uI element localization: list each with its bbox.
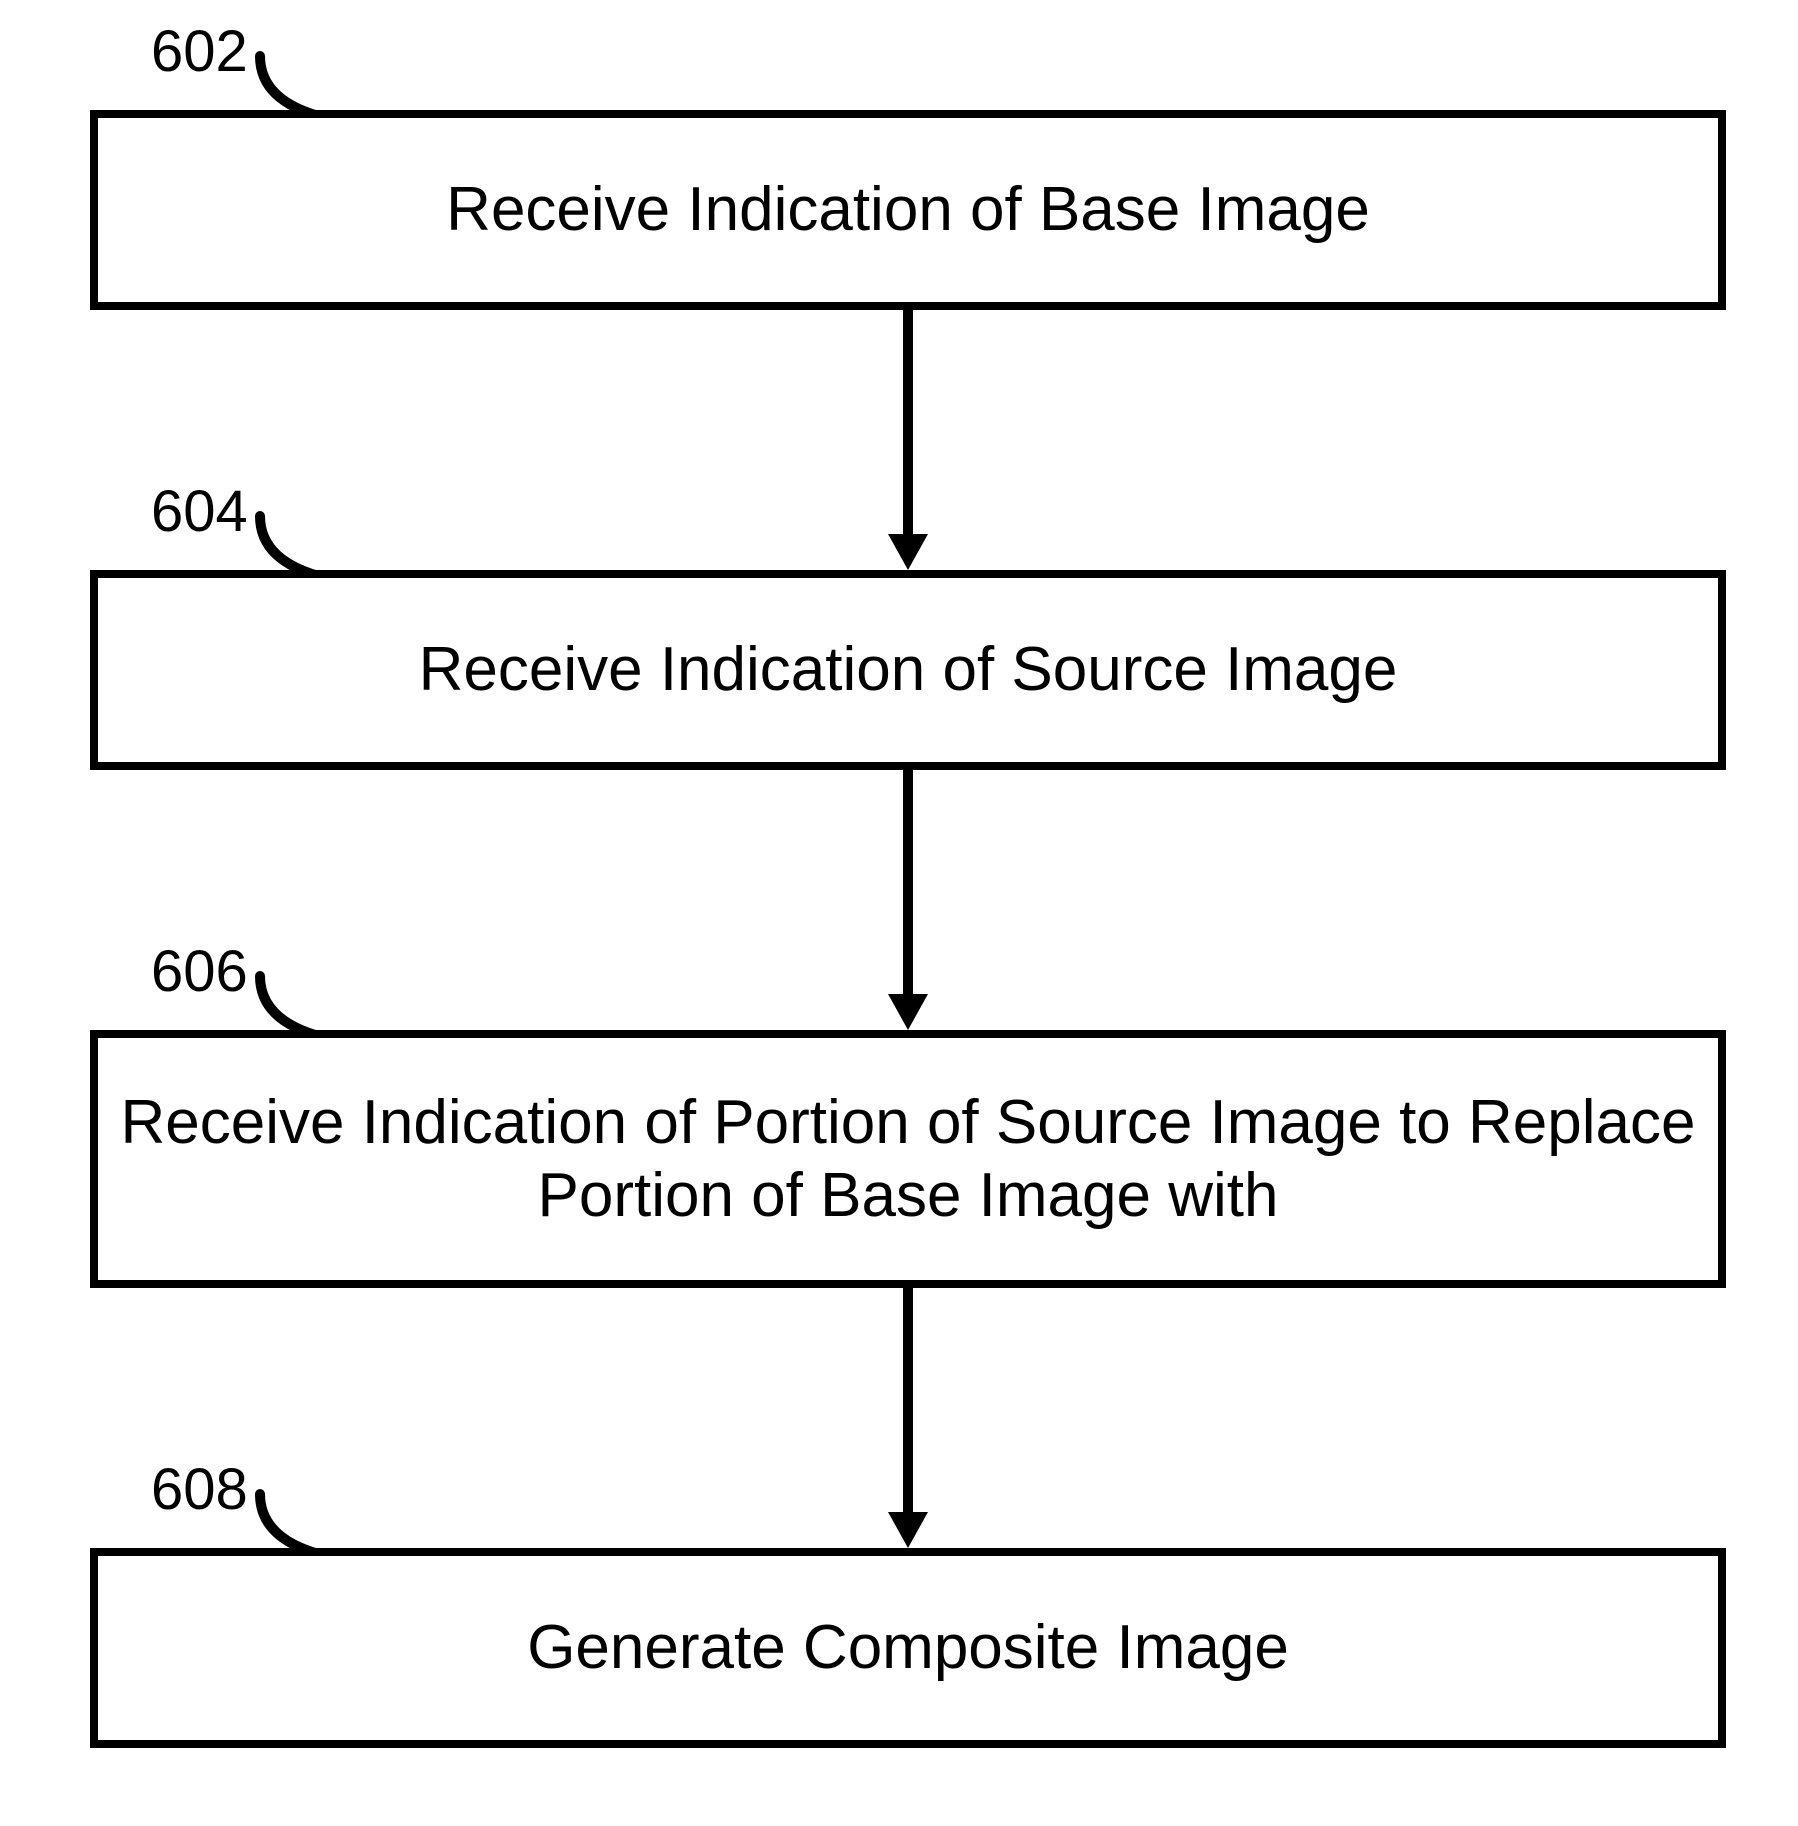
step-box-606: Receive Indication of Portion of Source … <box>90 1030 1726 1288</box>
step-text-606: Receive Indication of Portion of Source … <box>98 1086 1718 1232</box>
step-box-604: Receive Indication of Source Image <box>90 570 1726 770</box>
step-label-604: 604 <box>151 478 248 545</box>
step-label-602: 602 <box>151 18 248 85</box>
step-text-608: Generate Composite Image <box>507 1611 1309 1684</box>
flowchart-canvas: 602 Receive Indication of Base Image604 … <box>0 0 1798 1826</box>
step-box-602: Receive Indication of Base Image <box>90 110 1726 310</box>
step-label-608: 608 <box>151 1456 248 1523</box>
step-box-608: Generate Composite Image <box>90 1548 1726 1748</box>
step-text-604: Receive Indication of Source Image <box>399 633 1418 706</box>
step-text-602: Receive Indication of Base Image <box>426 173 1390 246</box>
step-label-606: 606 <box>151 938 248 1005</box>
